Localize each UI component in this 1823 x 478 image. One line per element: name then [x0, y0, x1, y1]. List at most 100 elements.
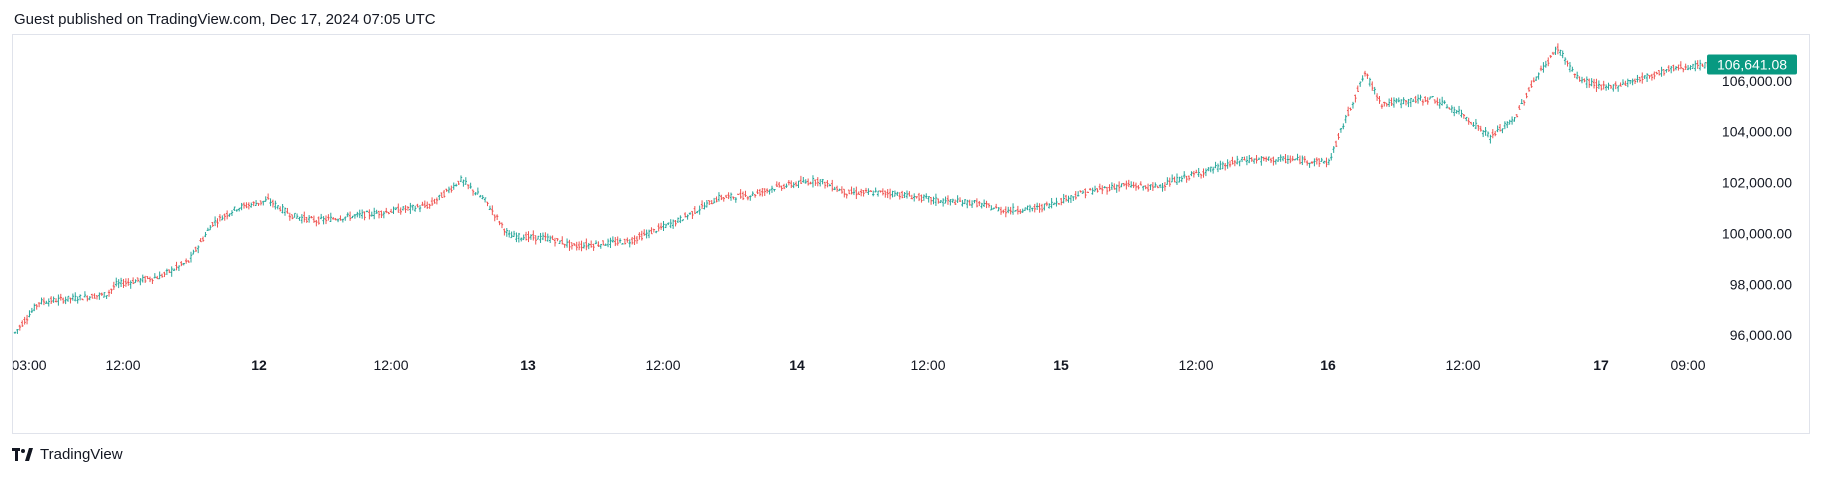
ohlc-bar: [471, 189, 475, 196]
ohlc-bar: [910, 194, 914, 200]
ohlc-bar: [997, 207, 1000, 212]
ohlc-bar: [1568, 61, 1572, 73]
ohlc-bar: [664, 223, 668, 229]
ohlc-bar: [529, 234, 533, 240]
ohlc-bar: [481, 195, 484, 200]
ohlc-bar: [64, 296, 67, 305]
ohlc-bar: [250, 202, 253, 208]
ohlc-bar: [1272, 156, 1275, 166]
ohlc-bar: [941, 198, 945, 207]
ohlc-bar: [1484, 127, 1487, 136]
ohlc-bar: [1221, 161, 1224, 170]
ohlc-bar: [1380, 103, 1384, 109]
ohlc-bar: [1252, 158, 1256, 164]
ohlc-bar: [18, 324, 22, 331]
ohlc-bar: [532, 230, 535, 241]
ohlc-bar: [1624, 80, 1627, 86]
ohlc-bar: [25, 314, 29, 325]
ohlc-bar: [1665, 68, 1668, 73]
ohlc-bar: [1694, 60, 1697, 72]
x-tick-label: 12: [251, 357, 267, 373]
ohlc-bar: [867, 188, 870, 195]
ohlc-bar: [1657, 70, 1661, 76]
ohlc-bar: [1462, 114, 1466, 119]
ohlc-bar: [201, 236, 205, 242]
ohlc-bar: [1479, 125, 1482, 132]
ohlc-bar: [235, 209, 238, 212]
ohlc-bar: [705, 200, 709, 208]
ohlc-bar: [811, 175, 815, 188]
ohlc-bar: [148, 276, 152, 283]
ohlc-bar: [1426, 97, 1429, 105]
ohlc-bar: [722, 196, 725, 202]
ohlc-bar: [520, 237, 523, 242]
ohlc-bar: [1404, 100, 1408, 106]
ohlc-bar: [691, 210, 694, 219]
ohlc-bar: [430, 197, 434, 206]
ohlc-bar: [896, 191, 899, 197]
ohlc-bar: [655, 230, 658, 234]
ohlc-bar: [1530, 80, 1533, 88]
ohlc-bar: [1076, 191, 1080, 197]
ohlc-bar: [710, 200, 713, 205]
ohlc-bar: [146, 276, 149, 280]
ohlc-bar: [927, 196, 930, 203]
ohlc-bar: [544, 232, 547, 242]
ohlc-bar: [917, 192, 921, 202]
ohlc-bar: [143, 275, 147, 283]
ohlc-bar: [985, 200, 988, 209]
ohlc-bar: [594, 240, 598, 245]
ohlc-bar: [247, 202, 251, 210]
ohlc-bar: [647, 229, 651, 239]
ohlc-bar: [956, 195, 959, 203]
ohlc-bar: [1455, 109, 1458, 114]
ohlc-bar: [1631, 78, 1634, 86]
ohlc-bar: [741, 191, 745, 201]
ohlc-bar: [1033, 203, 1036, 213]
ohlc-bar: [524, 231, 528, 241]
ohlc-bar: [1240, 156, 1244, 163]
ohlc-bar: [884, 190, 887, 198]
ohlc-chart[interactable]: 96,000.00 98,000.00 100,000.00 102,000.00 10…: [13, 35, 1811, 435]
ohlc-bar: [1397, 97, 1400, 103]
ohlc-bar: [1086, 191, 1089, 193]
ohlc-bar: [380, 210, 383, 219]
ohlc-bar: [1110, 182, 1114, 191]
ohlc-bar: [1527, 86, 1531, 92]
x-tick-label: 12:00: [105, 357, 140, 373]
ohlc-bar: [548, 235, 552, 244]
ohlc-bar: [1641, 72, 1644, 84]
ohlc-bar: [913, 193, 916, 202]
ohlc-bar: [416, 203, 419, 208]
ohlc-bar: [1354, 94, 1357, 103]
ohlc-bar: [1561, 50, 1564, 59]
chart-frame[interactable]: 96,000.00 98,000.00 100,000.00 102,000.00 10…: [12, 34, 1810, 434]
ohlc-bar: [1510, 116, 1514, 125]
ohlc-bar: [1267, 156, 1270, 161]
ohlc-bar: [411, 204, 414, 211]
ohlc-bar: [597, 241, 600, 248]
ohlc-bar: [669, 219, 672, 229]
ohlc-bar: [512, 230, 516, 238]
ohlc-bar: [1120, 183, 1123, 188]
ohlc-bar: [746, 196, 750, 201]
ohlc-bar: [946, 195, 950, 205]
ohlc-bar: [773, 188, 776, 192]
ohlc-bar: [1363, 70, 1367, 77]
ohlc-bar: [418, 205, 422, 213]
ohlc-bar: [1113, 183, 1116, 190]
ohlc-bar: [828, 183, 832, 187]
ohlc-bar: [131, 277, 135, 285]
ohlc-bar: [1060, 197, 1063, 206]
ohlc-bar: [980, 202, 983, 209]
ohlc-bar: [696, 210, 699, 214]
ohlc-bar: [835, 185, 839, 193]
ohlc-bar: [1571, 66, 1574, 72]
ohlc-bar: [686, 214, 689, 220]
ohlc-bar: [1260, 156, 1263, 166]
ohlc-bar: [266, 193, 270, 200]
ohlc-bar: [676, 217, 680, 224]
ohlc-bar: [1503, 121, 1507, 130]
ohlc-bar: [1009, 206, 1012, 215]
ohlc-bar: [1170, 174, 1174, 183]
